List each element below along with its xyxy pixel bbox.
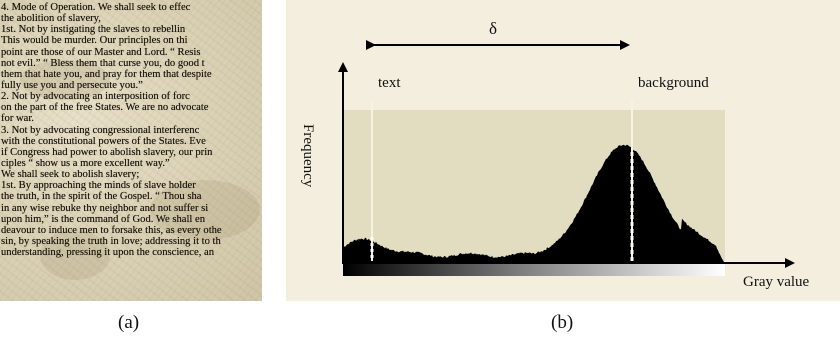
document-line: on the part of the free States. We are n… xyxy=(1,102,209,114)
document-line: ciples “ show us a more excellent way.” xyxy=(1,157,170,169)
histogram-figure: δ text background Frequency Gray value xyxy=(300,19,810,290)
document-line: upon him,” is the command of God. We sha… xyxy=(1,213,206,225)
histogram-curve xyxy=(343,144,724,262)
document-line: if Congress had power to abolish slavery… xyxy=(1,146,213,158)
document-line: the abolition of slavery, xyxy=(1,13,101,25)
histogram-diagram: δ text background Frequency Gray value xyxy=(286,0,840,301)
gray-scale-bar xyxy=(343,263,725,276)
document-line: 4. Mode of Operation. We shall seek to e… xyxy=(1,2,191,13)
delta-label: δ xyxy=(489,19,497,38)
background-label: background xyxy=(638,75,709,91)
document-line: understanding, pressing it upon the cons… xyxy=(1,247,214,259)
document-line: point are those of our Master and Lord. … xyxy=(1,46,201,58)
document-text: 4. Mode of Operation. We shall seek to e… xyxy=(1,2,262,258)
document-line: for war. xyxy=(1,113,34,125)
document-line: them that hate you, and pray for them th… xyxy=(1,68,212,80)
text-label: text xyxy=(378,75,401,91)
caption-b: (b) xyxy=(551,312,574,333)
document-line: the truth, in the spirit of the Gospel. … xyxy=(1,191,202,203)
document-line: deavour to induce men to forsake this, a… xyxy=(1,224,222,236)
scanned-document-image: 4. Mode of Operation. We shall seek to e… xyxy=(0,0,262,301)
document-line: We shall seek to abolish slavery; xyxy=(1,169,140,181)
document-line: 1st. Not by instigating the slaves to re… xyxy=(1,24,186,36)
document-line: 1st. By approaching the minds of slave h… xyxy=(1,180,196,192)
document-line: fully use you and persecute you.” xyxy=(1,79,143,91)
document-line: not evil.” “ Bless them that curse you, … xyxy=(1,57,205,69)
document-line: with the constitutional powers of the St… xyxy=(1,135,206,147)
document-line: in any wise rebuke thy neighbor and not … xyxy=(1,202,209,214)
document-line: 2. Not by advocating an interposition of… xyxy=(1,91,190,103)
x-axis-label: Gray value xyxy=(743,274,810,290)
document-line: 3. Not by advocating congressional inter… xyxy=(1,124,200,136)
document-line: sin, by speaking the truth in love; addr… xyxy=(1,235,221,247)
document-line: This would be murder. Our principles on … xyxy=(1,35,188,47)
y-axis-label: Frequency xyxy=(300,124,316,188)
caption-a: (a) xyxy=(118,312,140,333)
